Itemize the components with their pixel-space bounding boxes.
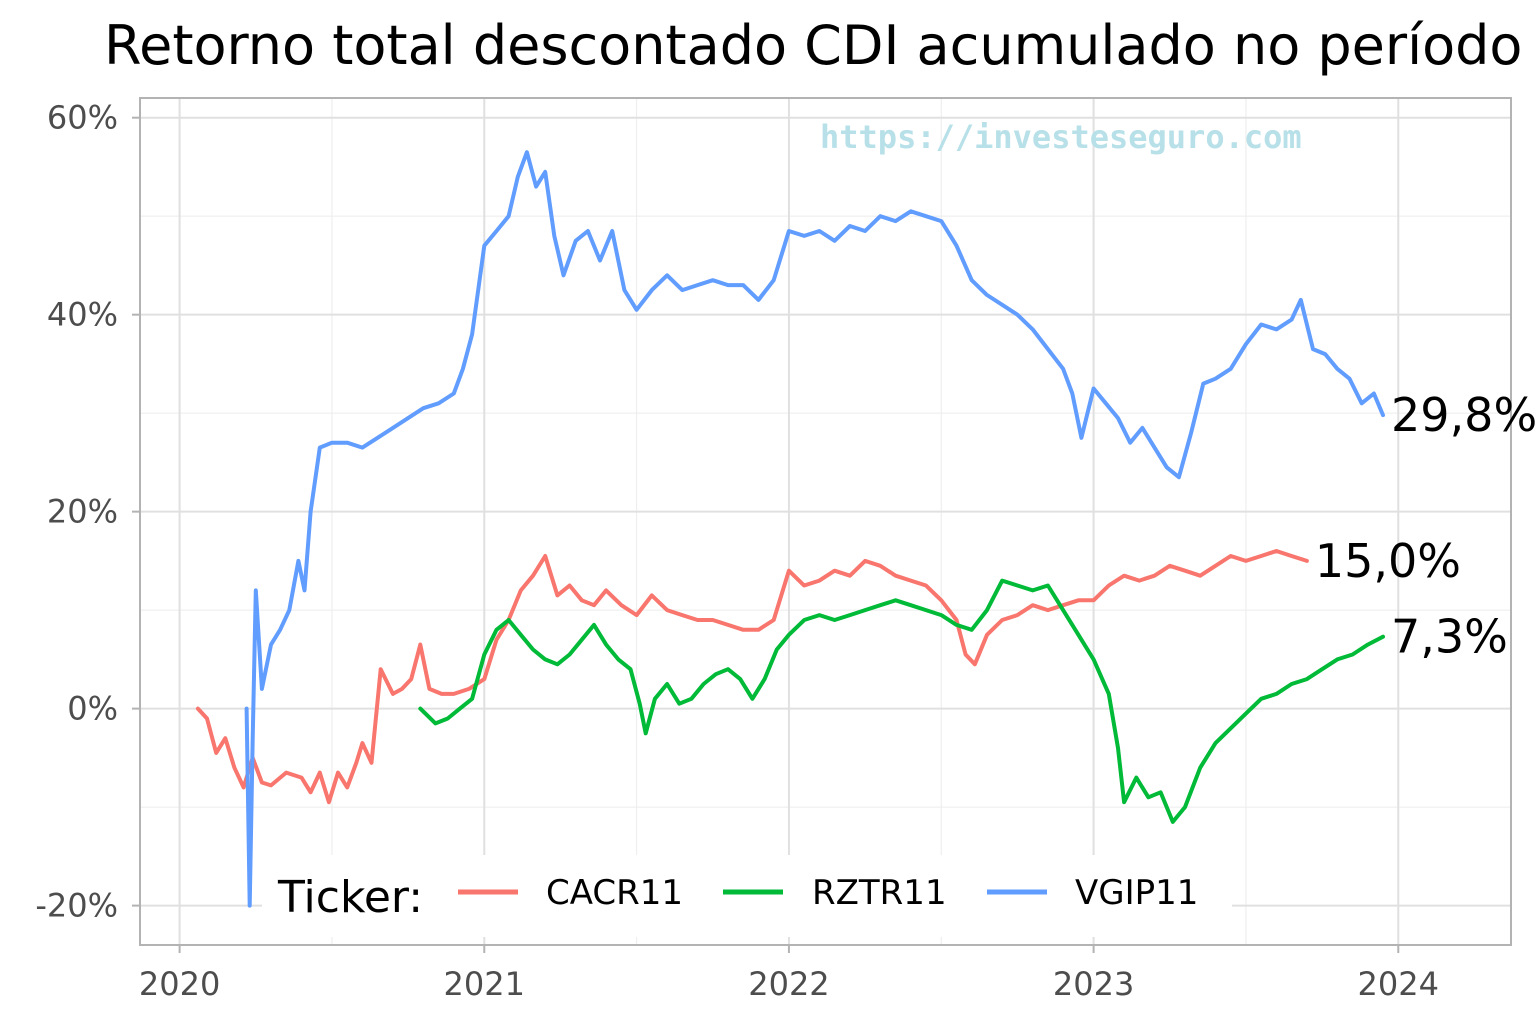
end-labels: 15,0% 7,3% 29,8% (1315, 388, 1536, 664)
y-tick-label: 60% (47, 99, 118, 137)
y-tick-label: -20% (35, 887, 118, 925)
y-tick-label: 20% (47, 493, 118, 531)
plot-panel-border (139, 97, 1512, 946)
watermark-text: https://investeseguro.com (820, 118, 1302, 156)
end-label-vgip11: 29,8% (1391, 388, 1536, 442)
legend-title: Ticker: (277, 872, 423, 923)
series-line-vgip11 (244, 150, 1385, 908)
x-tick-label: 2024 (1358, 965, 1439, 1003)
x-tick-label: 2021 (444, 965, 525, 1003)
minor-gridlines (140, 98, 1511, 945)
x-axis: 2020 2021 2022 2023 2024 (139, 945, 1439, 1003)
series-line-rztr11 (418, 578, 1385, 824)
legend-background (262, 855, 1232, 937)
legend-label-vgip11: VGIP11 (1075, 873, 1198, 913)
series-lines (195, 150, 1385, 908)
chart-title: Retorno total descontado CDI acumulado n… (104, 14, 1522, 77)
series-line-cacr11 (195, 549, 1309, 805)
end-label-cacr11: 15,0% (1315, 534, 1461, 588)
x-tick-label: 2023 (1053, 965, 1134, 1003)
legend: Ticker: CACR11 RZTR11 VGIP11 (262, 855, 1232, 937)
x-tick-label: 2022 (748, 965, 829, 1003)
x-tick-label: 2020 (139, 965, 220, 1003)
legend-label-rztr11: RZTR11 (812, 873, 947, 913)
y-tick-label: 0% (67, 690, 118, 728)
end-label-rztr11: 7,3% (1391, 610, 1508, 664)
y-axis: -20% 0% 20% 40% 60% (35, 99, 140, 925)
legend-label-cacr11: CACR11 (546, 873, 683, 913)
y-tick-label: 40% (47, 296, 118, 334)
